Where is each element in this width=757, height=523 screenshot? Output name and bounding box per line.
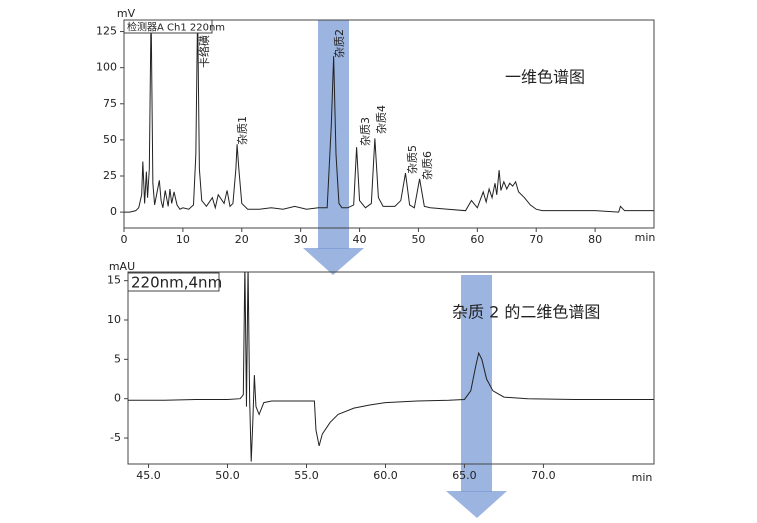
y-tick-label: 125 (96, 25, 117, 38)
x-tick-label: 80 (588, 233, 602, 246)
legend-text: 检测器A Ch1 220nm (127, 21, 225, 34)
x-tick-label: 10 (176, 233, 190, 246)
arrow-head (303, 248, 364, 275)
legend-box (127, 272, 220, 292)
arrow-head (446, 491, 507, 518)
x-tick-label: 50 (411, 233, 425, 246)
peak-label: 杂质5 (406, 145, 419, 174)
trace (124, 20, 654, 213)
chart-annotation: 杂质 2 的二维色谱图 (452, 303, 600, 322)
x-tick-label: 20 (235, 233, 249, 246)
plot-frame (123, 19, 655, 229)
peak-label: 杂质2 (333, 29, 346, 58)
arrow-shaft (461, 275, 492, 492)
x-unit: min (635, 231, 656, 244)
y-tick-label: 0 (110, 205, 117, 218)
y-tick-label: -5 (110, 431, 121, 444)
peak-label: 杂质6 (421, 151, 434, 180)
peak-label: 杂质3 (359, 117, 372, 146)
x-tick-label: 40 (353, 233, 367, 246)
peak-label: 杂质4 (375, 105, 388, 134)
legend-text: 220nm,4nm (131, 274, 222, 292)
x-tick-label: 70 (529, 233, 543, 246)
y-tick-label: 15 (107, 274, 121, 287)
y-tick-label: 50 (103, 133, 117, 146)
legend-box (123, 19, 213, 34)
x-tick-label: 30 (294, 233, 308, 246)
x-tick-label: 0 (121, 233, 128, 246)
y-tick-label: 75 (103, 97, 117, 110)
y-tick-label: 5 (114, 352, 121, 365)
y-tick-label: 25 (103, 169, 117, 182)
x-tick-label: 50.0 (215, 469, 240, 482)
x-tick-label: 65.0 (452, 469, 477, 482)
y-tick-label: 0 (114, 392, 121, 405)
y-tick-label: 10 (107, 313, 121, 326)
x-tick-label: 60.0 (373, 469, 398, 482)
x-tick-label: 60 (470, 233, 484, 246)
plot-frame (127, 271, 655, 465)
x-tick-label: 55.0 (294, 469, 319, 482)
trace (128, 272, 654, 462)
y-unit: mV (117, 7, 136, 20)
y-unit: mAU (109, 260, 135, 273)
y-tick-label: 100 (96, 61, 117, 74)
peak-label: 卡络磺 (197, 35, 211, 68)
x-unit: min (632, 471, 653, 484)
x-tick-label: 70.0 (531, 469, 556, 482)
x-tick-label: 45.0 (136, 469, 161, 482)
peak-label: 杂质1 (236, 116, 249, 145)
chart-annotation: 一维色谱图 (505, 68, 585, 87)
